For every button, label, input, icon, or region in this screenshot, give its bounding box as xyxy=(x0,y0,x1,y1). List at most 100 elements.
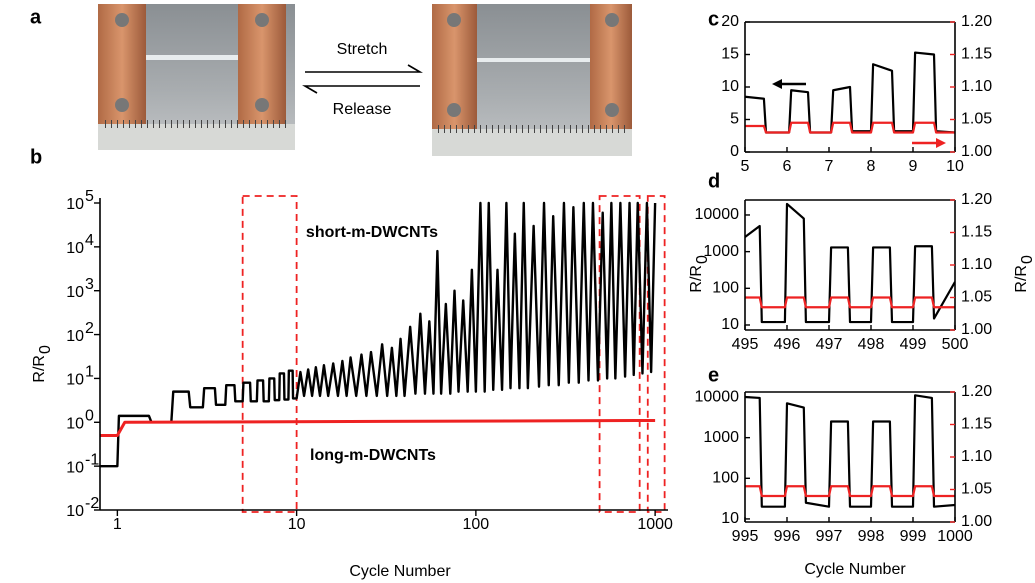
highlight-box xyxy=(646,195,666,513)
x-tick-label: 6 xyxy=(783,158,792,175)
y2-tick-label: 1.20 xyxy=(961,383,992,400)
y-tick-label: 1000 xyxy=(703,429,739,446)
y-tick-label: 10 xyxy=(66,328,84,345)
y2-tick-label: 1.15 xyxy=(961,224,992,241)
x-tick-label: 496 xyxy=(774,336,801,353)
y-tick-exponent: -1 xyxy=(85,451,99,468)
axis-label-sub: 0 xyxy=(694,255,711,264)
x-axis-label: Cycle Number xyxy=(804,561,906,578)
axis-label-text: R/R xyxy=(688,265,705,293)
axis-label-sub: 0 xyxy=(1019,255,1035,264)
x-tick-label: 996 xyxy=(774,528,801,545)
x-tick-label: 497 xyxy=(816,336,843,353)
x-tick-label: 10 xyxy=(946,158,964,175)
axis-label: R/R0 xyxy=(1013,255,1035,293)
y2-tick-label: 1.10 xyxy=(961,448,992,465)
y2-tick-label: 1.10 xyxy=(961,78,992,95)
x-tick-label: 995 xyxy=(732,528,759,545)
y-tick-exponent: 3 xyxy=(85,276,94,293)
y-tick-label: 10 xyxy=(66,459,84,476)
y-tick-label: 100 xyxy=(712,470,739,487)
panel-label: a xyxy=(30,6,42,28)
x-tick-label: 7 xyxy=(825,158,834,175)
y-tick-label: 0 xyxy=(730,143,739,160)
series-label: short-m-DWCNTs xyxy=(306,224,438,241)
y-tick-label: 10 xyxy=(66,196,84,213)
panel-label: c xyxy=(708,8,719,30)
y-tick-label: 10 xyxy=(66,284,84,301)
x-tick-label: 498 xyxy=(858,336,885,353)
y2-tick-label: 1.15 xyxy=(961,416,992,433)
y2-tick-label: 1.20 xyxy=(961,191,992,208)
panel-label: d xyxy=(708,170,720,192)
x-tick-label: 500 xyxy=(942,336,969,353)
y-tick-label: 10 xyxy=(66,372,84,389)
photo-relaxed xyxy=(98,4,295,150)
x-tick-label: 1000 xyxy=(637,516,673,533)
x-tick-label: 1000 xyxy=(937,528,973,545)
y-tick-label: 10 xyxy=(66,416,84,433)
axis-label: R/R0 xyxy=(688,255,711,293)
data-line xyxy=(745,485,955,498)
y2-tick-label: 1.20 xyxy=(961,13,992,30)
y-tick-label: 10 xyxy=(66,240,84,257)
x-axis-label: Cycle Number xyxy=(349,563,451,580)
y-tick-label: 1000 xyxy=(703,243,739,260)
y2-tick-label: 1.15 xyxy=(961,46,992,63)
x-tick-label: 5 xyxy=(741,158,750,175)
y2-tick-label: 1.05 xyxy=(961,289,992,306)
axis-label: R/R0 xyxy=(31,345,54,383)
x-tick-label: 495 xyxy=(732,336,759,353)
data-line xyxy=(100,201,657,468)
data-line xyxy=(745,51,955,134)
series-label: long-m-DWCNTs xyxy=(310,447,436,464)
y2-tick-label: 1.10 xyxy=(961,256,992,273)
y2-tick-label: 1.05 xyxy=(961,481,992,498)
x-tick-label: 1 xyxy=(113,516,122,533)
x-tick-label: 10 xyxy=(288,516,306,533)
y-tick-label: 10000 xyxy=(695,206,740,223)
release-label: Release xyxy=(333,101,392,118)
x-tick-label: 998 xyxy=(858,528,885,545)
panel-label: b xyxy=(30,146,42,168)
y-tick-exponent: 5 xyxy=(85,188,94,205)
y2-tick-label: 1.05 xyxy=(961,111,992,128)
x-tick-label: 997 xyxy=(816,528,843,545)
y2-tick-label: 1.00 xyxy=(961,143,992,160)
y-tick-label: 10000 xyxy=(695,388,740,405)
stretch-release-arrows xyxy=(302,64,423,94)
y-tick-exponent: 4 xyxy=(85,232,94,249)
data-line xyxy=(745,296,955,309)
x-tick-label: 9 xyxy=(909,158,918,175)
y-tick-label: 100 xyxy=(712,280,739,297)
y-tick-exponent: 2 xyxy=(85,320,94,337)
x-tick-label: 999 xyxy=(900,528,927,545)
photo-stretched xyxy=(432,4,632,156)
y-tick-label: 5 xyxy=(730,111,739,128)
highlight-box xyxy=(241,195,298,513)
stretch-label: Stretch xyxy=(337,41,388,58)
data-line xyxy=(745,394,955,508)
y-tick-label: 10 xyxy=(721,510,739,527)
x-tick-label: 100 xyxy=(463,516,490,533)
axis-label-text: R/R xyxy=(31,355,48,383)
y-tick-label: 15 xyxy=(721,46,739,63)
y-tick-label: 10 xyxy=(721,78,739,95)
y-tick-label: 20 xyxy=(721,13,739,30)
axis-arrows xyxy=(772,79,946,148)
y2-tick-label: 1.00 xyxy=(961,321,992,338)
axis-label-sub: 0 xyxy=(37,345,54,354)
y-tick-label: 10 xyxy=(721,316,739,333)
axis-label-text: R/R xyxy=(1013,265,1030,293)
data-line xyxy=(100,418,656,437)
panel-label: e xyxy=(708,364,719,386)
y-tick-exponent: 1 xyxy=(85,364,94,381)
y-tick-exponent: -2 xyxy=(85,495,99,512)
x-tick-label: 8 xyxy=(867,158,876,175)
x-tick-label: 499 xyxy=(900,336,927,353)
y-tick-label: 10 xyxy=(66,503,84,520)
y-tick-exponent: 0 xyxy=(85,408,94,425)
data-line xyxy=(745,121,955,134)
y2-tick-label: 1.00 xyxy=(961,513,992,530)
